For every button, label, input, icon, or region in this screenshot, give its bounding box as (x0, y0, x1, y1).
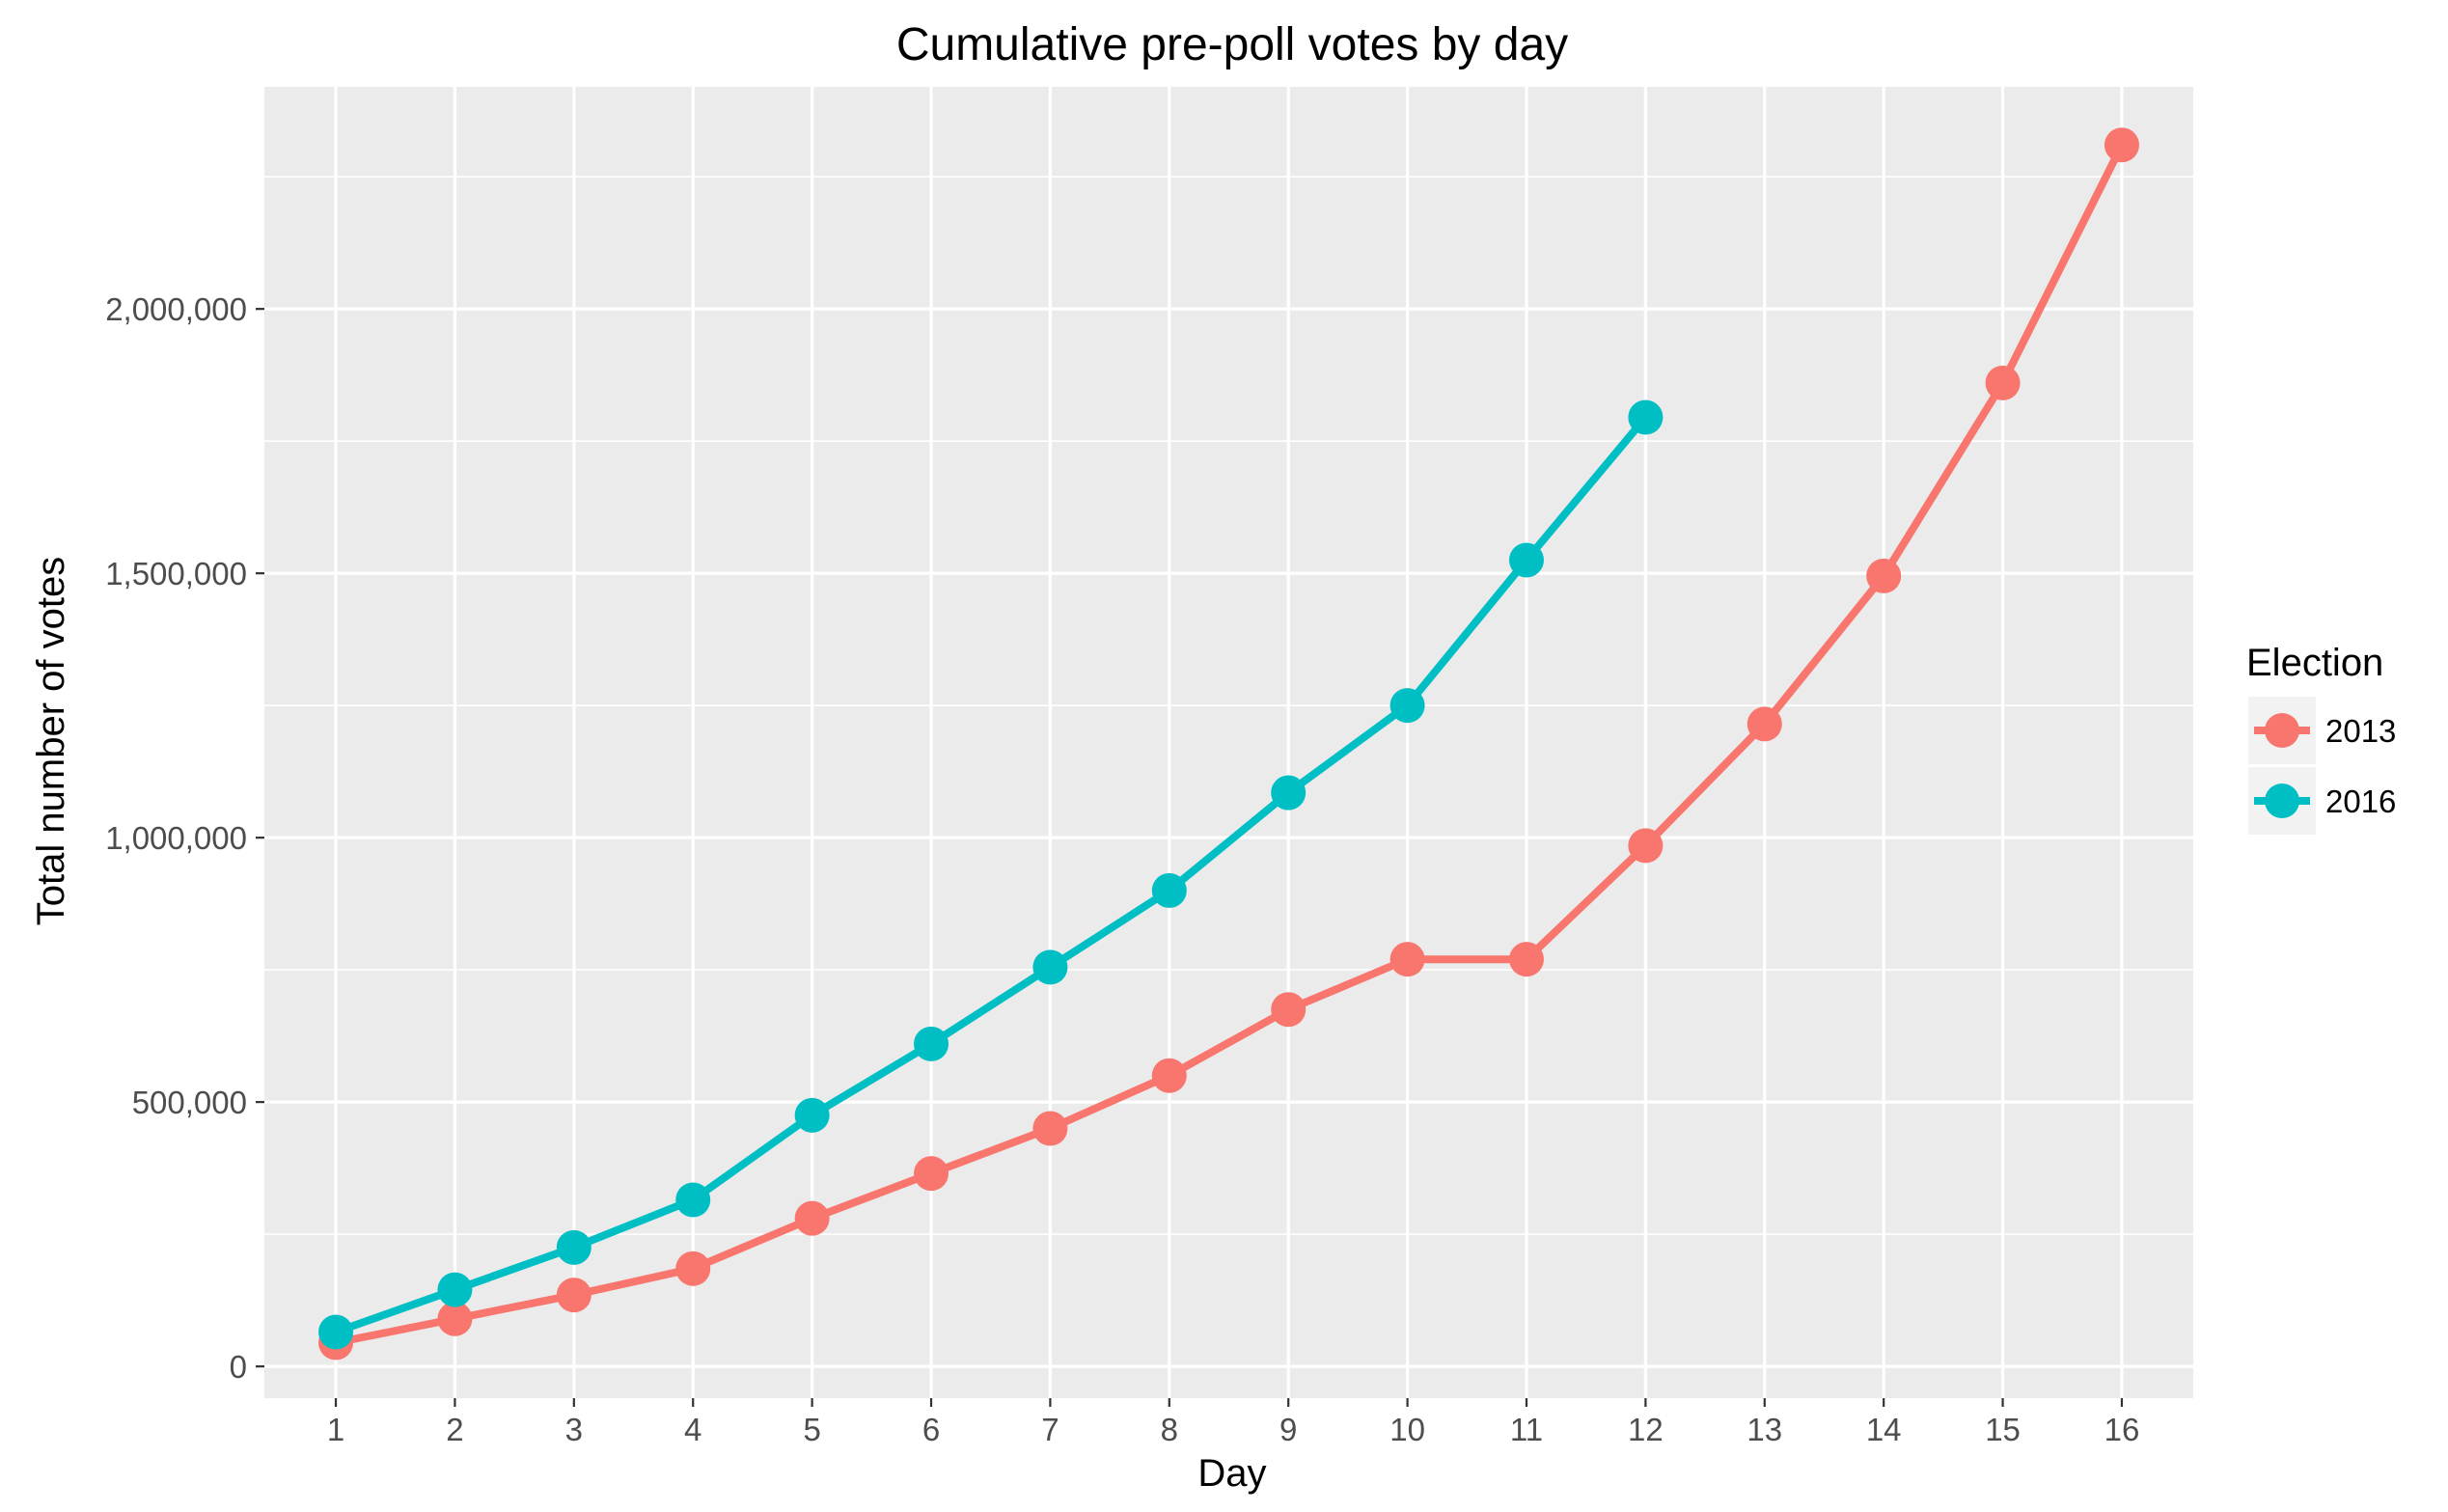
series-line (334, 414, 1649, 1336)
data-point (1628, 399, 1664, 435)
y-tick-label: 1,500,000 (105, 556, 247, 591)
legend-marker (2265, 713, 2299, 748)
x-tick-label: 6 (922, 1412, 940, 1447)
x-axis-title: Day (1197, 1452, 1266, 1495)
x-tick-label: 1 (327, 1412, 344, 1447)
gridlines (264, 87, 2193, 1398)
x-tick-label: 8 (1161, 1412, 1178, 1447)
x-tick-label: 10 (1389, 1412, 1425, 1447)
x-tick-label: 15 (1985, 1412, 2021, 1447)
x-tick-label: 5 (803, 1412, 820, 1447)
data-point (1389, 942, 1425, 977)
data-point (318, 1314, 354, 1350)
x-tick-label: 16 (2104, 1412, 2140, 1447)
data-point (1271, 992, 1307, 1028)
y-tick-label: 1,000,000 (105, 820, 247, 856)
y-tick-label: 2,000,000 (105, 291, 247, 327)
x-tick-label: 11 (1510, 1412, 1543, 1447)
data-point (437, 1301, 473, 1336)
legend-items: 2013 2016 (2248, 697, 2396, 835)
legend-label: 2016 (2325, 783, 2396, 819)
data-point (1151, 1058, 1187, 1093)
data-point (675, 1251, 711, 1286)
data-point (794, 1200, 830, 1236)
x-tick-label: 14 (1866, 1412, 1902, 1447)
x-tick-label: 7 (1041, 1412, 1059, 1447)
x-tick-label: 9 (1279, 1412, 1297, 1447)
y-axis-title: Total number of votes (30, 557, 72, 925)
y-tick-label: 0 (230, 1349, 247, 1385)
x-tick-label: 13 (1747, 1412, 1782, 1447)
data-point (1151, 872, 1187, 908)
x-axis: 1 2 3 4 5 6 7 8 9 10 11 12 13 14 15 16 (327, 1398, 2139, 1447)
data-point (1508, 942, 1544, 977)
data-point (437, 1272, 473, 1307)
x-tick-label: 4 (684, 1412, 701, 1447)
data-point (556, 1278, 591, 1313)
data-point (794, 1097, 830, 1133)
x-tick-label: 2 (446, 1412, 463, 1447)
data-point (914, 1156, 949, 1192)
data-point (1985, 365, 2021, 400)
data-point (2104, 127, 2139, 163)
series-layer (318, 127, 2139, 1361)
chart-title: Cumulative pre-poll votes by day (896, 19, 1568, 70)
x-tick-label: 3 (565, 1412, 583, 1447)
data-point (1866, 558, 1902, 593)
data-point (1747, 706, 1782, 742)
legend-label: 2013 (2325, 713, 2396, 749)
data-point (1271, 775, 1307, 811)
legend-title: Election (2246, 642, 2383, 684)
y-axis: 0 500,000 1,000,000 1,500,000 2,000,000 (105, 291, 264, 1385)
data-point (1628, 828, 1664, 864)
legend-item: 2013 (2248, 697, 2396, 764)
legend-item: 2016 (2248, 767, 2396, 835)
series-2016 (318, 399, 1664, 1350)
y-tick-label: 500,000 (132, 1085, 247, 1120)
data-point (556, 1229, 591, 1265)
data-point (914, 1026, 949, 1061)
legend-marker (2265, 783, 2299, 818)
data-point (1032, 949, 1068, 985)
x-tick-label: 12 (1628, 1412, 1664, 1447)
data-point (675, 1182, 711, 1218)
series-line (335, 143, 2126, 1347)
plot-panel (264, 87, 2193, 1398)
data-point (1508, 542, 1544, 578)
data-point (1032, 1111, 1068, 1146)
legend: Election 2013 2016 (2246, 642, 2396, 835)
data-point (1389, 688, 1425, 724)
